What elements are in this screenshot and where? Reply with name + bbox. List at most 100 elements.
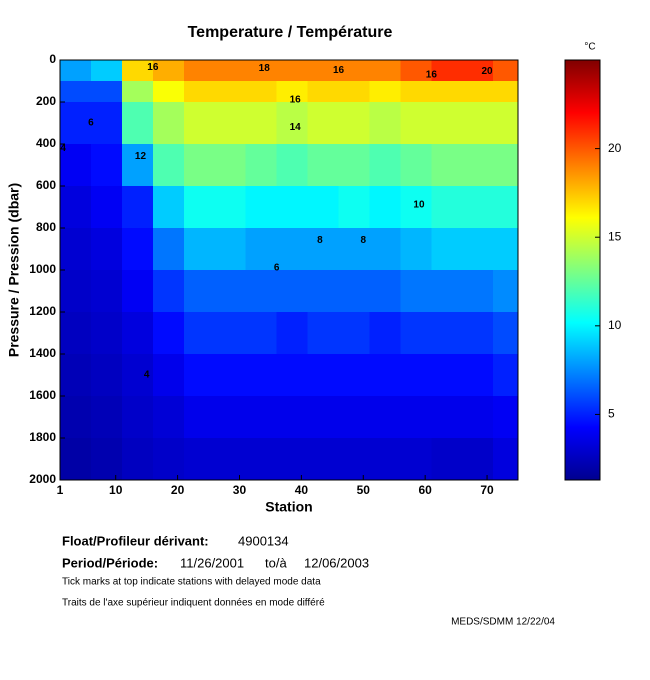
heat-cell [431, 144, 463, 186]
heat-cell [493, 144, 518, 186]
contour-label: 8 [360, 235, 366, 246]
heat-cell [400, 438, 432, 480]
heat-cell [152, 270, 184, 312]
heat-cell [152, 60, 184, 81]
heat-cell [307, 186, 339, 228]
heat-cell [307, 270, 339, 312]
heat-cell [462, 102, 494, 144]
heat-cell [400, 270, 432, 312]
heat-cell [214, 396, 246, 438]
heat-cell [369, 186, 401, 228]
heat-cell [60, 312, 91, 354]
heat-cell [214, 186, 246, 228]
period-label: Period/Période: [62, 555, 158, 570]
heat-cell [60, 102, 91, 144]
heat-cell [245, 186, 277, 228]
heat-cell [431, 396, 463, 438]
heat-cell [214, 270, 246, 312]
heat-cell [152, 312, 184, 354]
heat-cell [90, 186, 122, 228]
heat-cell [183, 354, 215, 396]
heat-cell [431, 102, 463, 144]
y-tick-label: 600 [36, 178, 56, 192]
heat-cell [307, 228, 339, 270]
heat-cell [276, 186, 308, 228]
y-tick-label: 1200 [29, 304, 56, 318]
heat-cell [90, 102, 122, 144]
heat-cell [121, 81, 153, 102]
heat-cell [431, 354, 463, 396]
heat-cell [369, 144, 401, 186]
heat-cell [493, 438, 518, 480]
heat-cell [369, 438, 401, 480]
contour-label: 16 [426, 69, 438, 80]
heat-cell [90, 60, 122, 81]
heat-cell [276, 60, 308, 81]
heat-cell [152, 186, 184, 228]
contour-label: 12 [135, 151, 147, 162]
heat-cell [183, 270, 215, 312]
heat-cell [307, 102, 339, 144]
heat-cell [369, 102, 401, 144]
heat-cell [493, 186, 518, 228]
heat-cell [431, 228, 463, 270]
heat-cell [307, 396, 339, 438]
heat-cell [214, 81, 246, 102]
heat-cell [152, 354, 184, 396]
heat-cell [183, 438, 215, 480]
heat-cell [338, 144, 370, 186]
heat-cell [245, 81, 277, 102]
heat-cell [307, 312, 339, 354]
note: Traits de l'axe supérieur indiquent donn… [62, 598, 325, 609]
contour-label: 16 [290, 95, 302, 106]
contour-label: 16 [147, 62, 159, 73]
x-tick-label: 40 [295, 483, 309, 497]
x-tick-label: 10 [109, 483, 123, 497]
heat-cell [493, 81, 518, 102]
heat-cell [276, 144, 308, 186]
heat-cell [183, 312, 215, 354]
heat-cell [152, 81, 184, 102]
heat-cell [90, 228, 122, 270]
heat-cell [338, 60, 370, 81]
heat-cell [183, 228, 215, 270]
heat-cell [431, 270, 463, 312]
heat-cell [307, 438, 339, 480]
heat-cell [276, 438, 308, 480]
contour-label: 4 [144, 370, 150, 381]
heat-cell [462, 186, 494, 228]
heat-cell [431, 438, 463, 480]
x-tick-label: 1 [57, 483, 64, 497]
period-start: 11/26/2001 [180, 555, 244, 570]
heat-cell [431, 81, 463, 102]
heat-cell [121, 144, 153, 186]
heat-cell [152, 144, 184, 186]
heat-cell [121, 270, 153, 312]
colorbar-tick-label: 10 [608, 318, 622, 332]
heat-cell [431, 312, 463, 354]
x-tick-label: 20 [171, 483, 185, 497]
heat-cell [214, 438, 246, 480]
heat-cell [183, 81, 215, 102]
y-tick-label: 1000 [29, 262, 56, 276]
heat-cell [400, 228, 432, 270]
x-tick-label: 60 [418, 483, 432, 497]
colorbar [564, 59, 601, 481]
heat-cell [245, 102, 277, 144]
colorbar-label: °C [584, 42, 595, 53]
y-tick-label: 2000 [29, 472, 56, 486]
heat-cell [60, 144, 91, 186]
heat-cell [307, 354, 339, 396]
contour-label: 4 [60, 143, 66, 154]
heat-cell [121, 60, 153, 81]
heat-cell [369, 81, 401, 102]
heat-cell [400, 396, 432, 438]
heat-cell [121, 438, 153, 480]
colorbar-tick-label: 5 [608, 407, 615, 421]
heat-cell [276, 228, 308, 270]
contour-label: 18 [259, 63, 271, 74]
heat-cell [121, 102, 153, 144]
heat-cell [152, 438, 184, 480]
chart-title: Temperature / Température [188, 24, 393, 41]
heat-cell [121, 354, 153, 396]
